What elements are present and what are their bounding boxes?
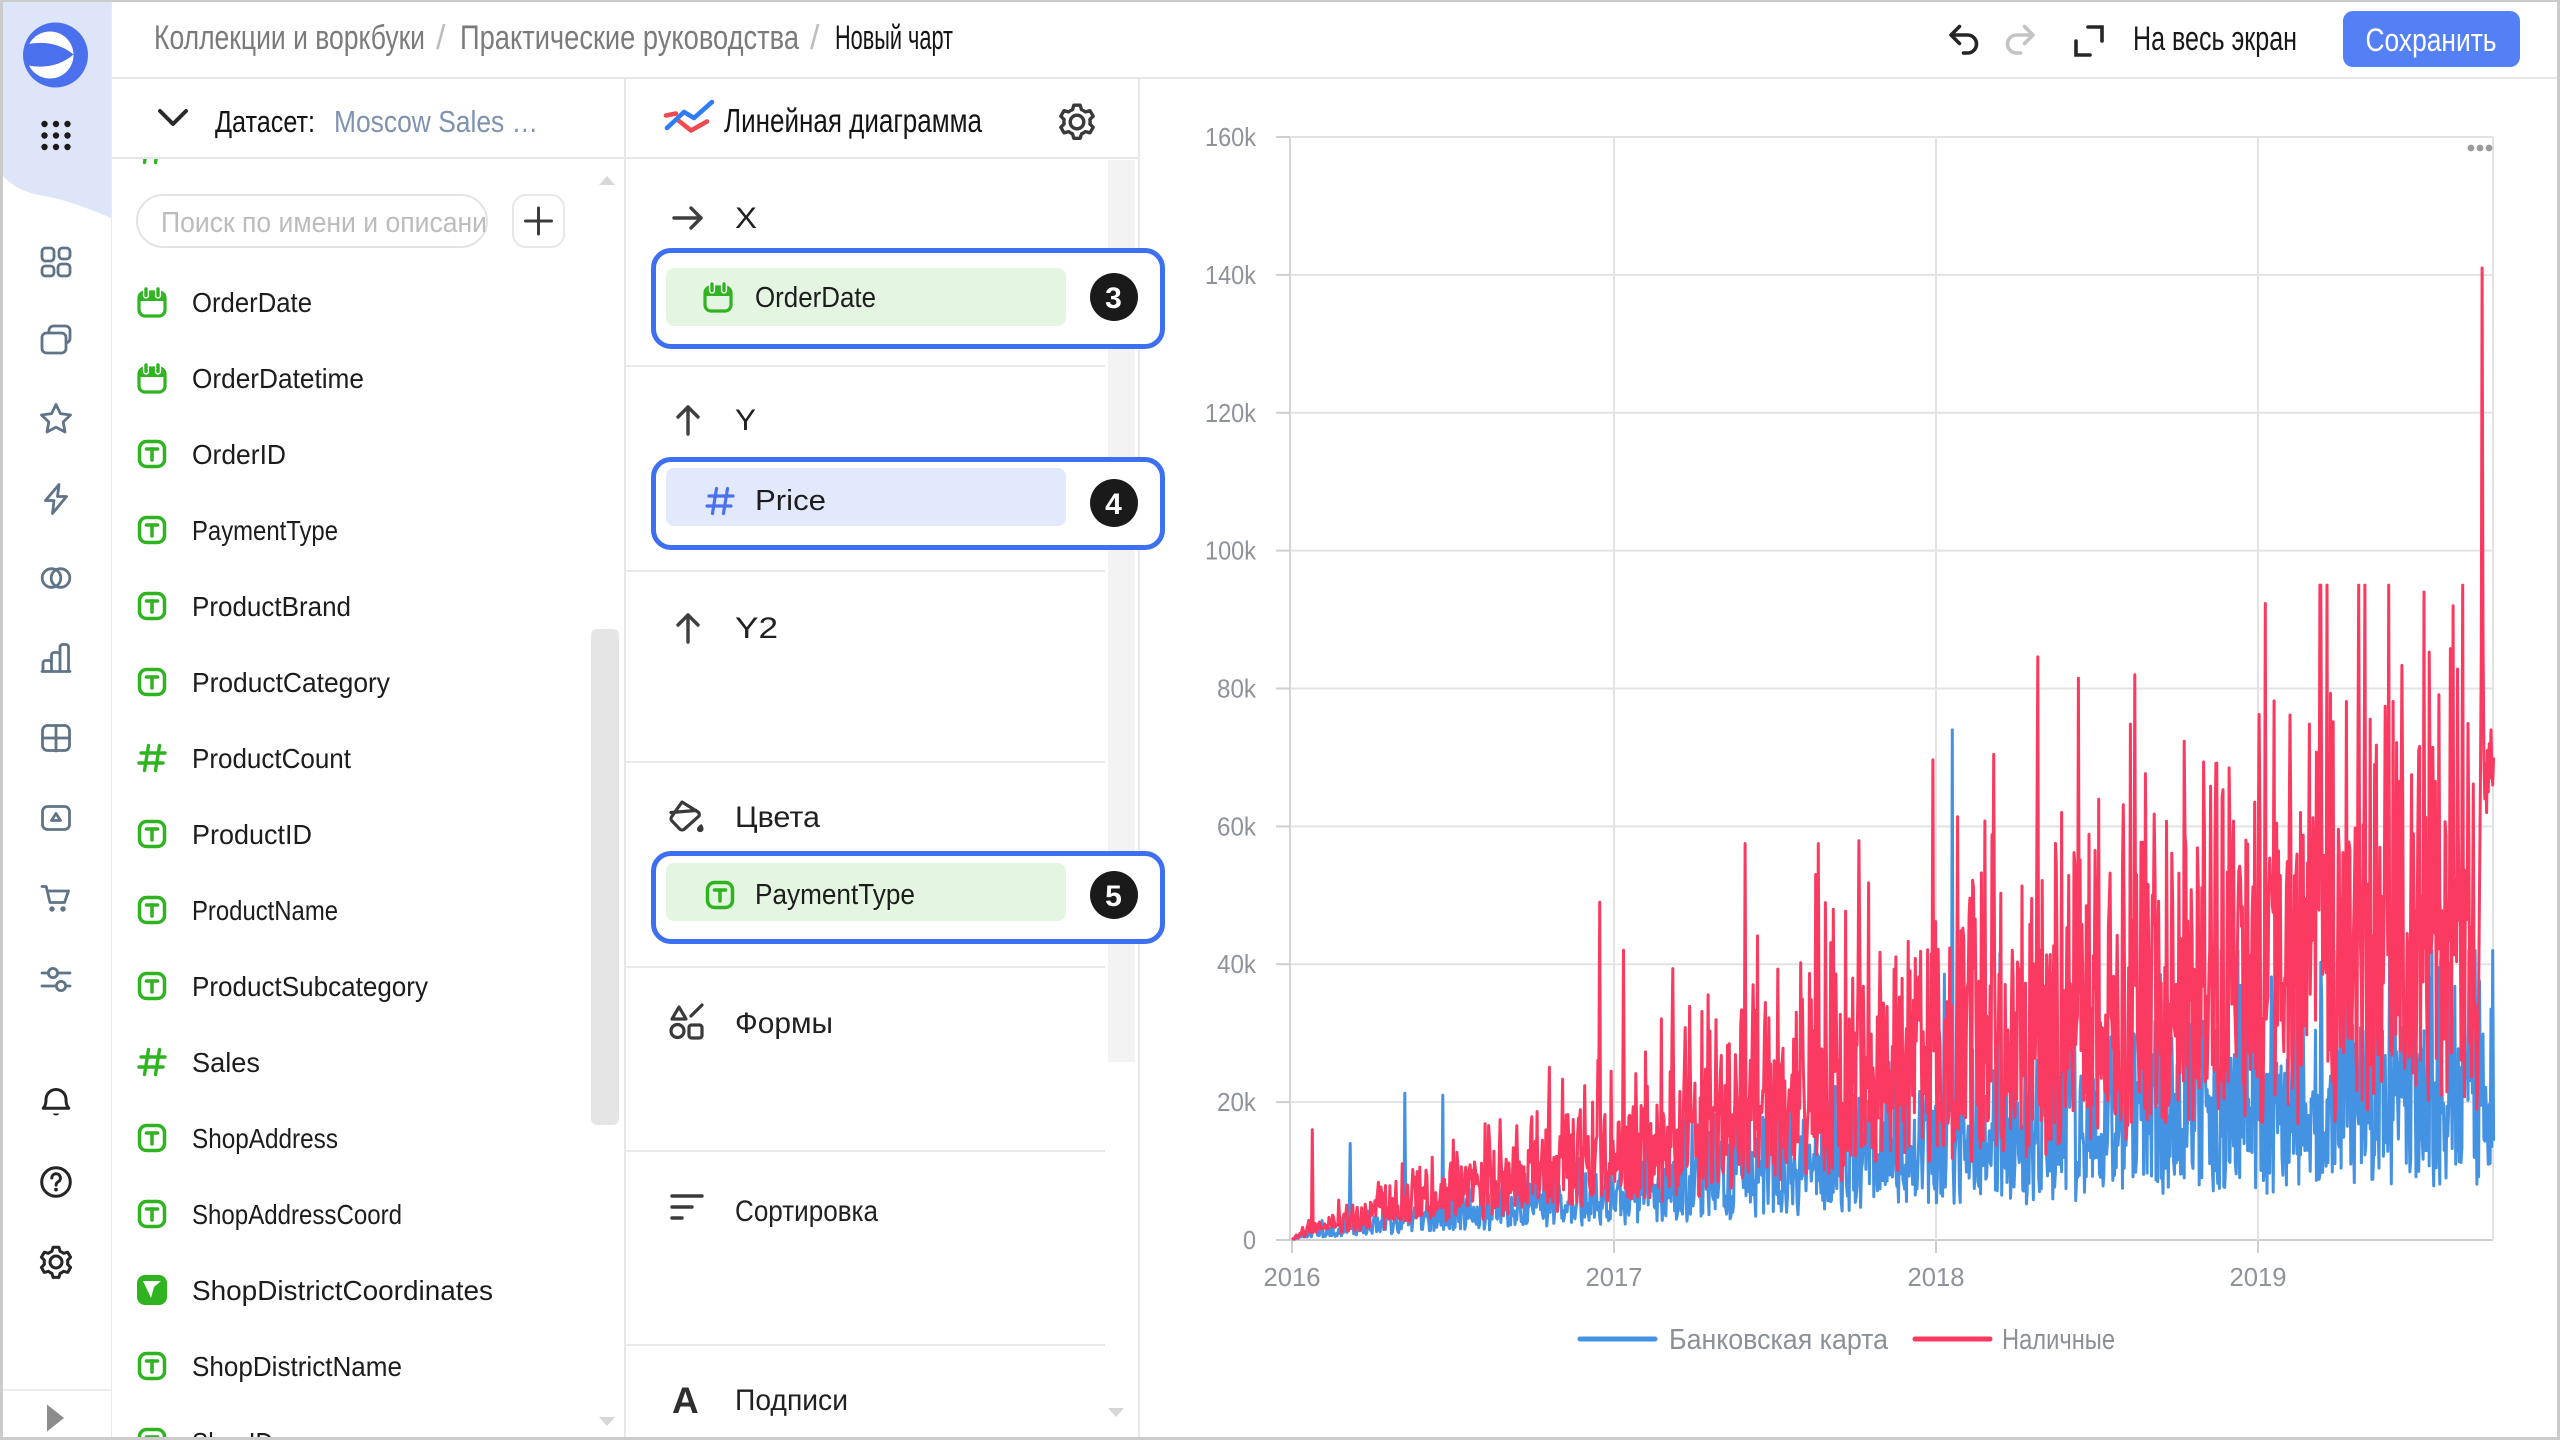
svg-text:/: / (436, 19, 446, 57)
svg-text:2016: 2016 (1264, 1262, 1321, 1292)
svg-text:Сохранить: Сохранить (2366, 22, 2497, 58)
svg-text:ProductBrand: ProductBrand (192, 591, 351, 622)
svg-text:На весь экран: На весь экран (2133, 20, 2297, 58)
svg-text:100k: 100k (1205, 536, 1257, 566)
svg-text:Сортировка: Сортировка (735, 1195, 878, 1228)
svg-text:ProductCount: ProductCount (192, 743, 351, 774)
svg-text:Банковская карта: Банковская карта (1669, 1324, 1889, 1356)
svg-text:ShopDistrictCoordinates: ShopDistrictCoordinates (192, 1275, 493, 1306)
svg-text:2019: 2019 (2230, 1262, 2287, 1292)
svg-text:ProductName: ProductName (192, 895, 338, 926)
svg-text:2017: 2017 (1586, 1262, 1643, 1292)
svg-text:40k: 40k (1217, 949, 1257, 979)
svg-text:OrderDate: OrderDate (755, 282, 876, 314)
svg-text:80k: 80k (1217, 674, 1257, 704)
svg-text:OrderID: OrderID (192, 439, 286, 470)
svg-text:Подписи: Подписи (735, 1384, 848, 1417)
svg-text:5: 5 (1105, 880, 1122, 913)
svg-text:Датасет:: Датасет: (215, 104, 315, 139)
svg-text:20k: 20k (1217, 1087, 1257, 1117)
svg-text:120k: 120k (1205, 398, 1257, 428)
svg-text:Практические руководства: Практические руководства (460, 19, 799, 57)
svg-text:PaymentType: PaymentType (192, 515, 338, 546)
svg-text:Y2: Y2 (735, 612, 778, 645)
svg-text:3: 3 (1105, 282, 1122, 315)
svg-text:ShopDistrictName: ShopDistrictName (192, 1351, 402, 1382)
svg-text:Наличные: Наличные (2002, 1324, 2115, 1356)
svg-text:OrderDatetime: OrderDatetime (192, 363, 364, 394)
svg-text:PaymentType: PaymentType (755, 879, 915, 911)
svg-text:Коллекции и воркбуки: Коллекции и воркбуки (154, 19, 425, 57)
svg-text:Moscow Sales …: Moscow Sales … (334, 104, 538, 139)
svg-text:A: A (672, 1380, 699, 1421)
svg-text:ShopID: ShopID (192, 1427, 273, 1437)
svg-text:Формы: Формы (735, 1007, 833, 1040)
svg-text:/: / (810, 19, 820, 57)
svg-text:4: 4 (1105, 488, 1122, 521)
svg-text:Sales: Sales (192, 1047, 260, 1078)
svg-text:X: X (735, 202, 757, 235)
svg-text:Линейная диаграмма: Линейная диаграмма (724, 102, 983, 139)
svg-text:ShopAddressCoord: ShopAddressCoord (192, 1199, 402, 1230)
svg-text:Новый чарт: Новый чарт (835, 19, 953, 57)
svg-text:Поиск по имени и описани: Поиск по имени и описани (161, 207, 487, 239)
svg-text:ProductID: ProductID (192, 819, 312, 850)
svg-text:ProductCategory: ProductCategory (192, 667, 390, 698)
svg-text:160k: 160k (1205, 122, 1257, 152)
svg-text:0: 0 (1243, 1225, 1256, 1255)
svg-text:ProductSubcategory: ProductSubcategory (192, 971, 428, 1002)
svg-text:Цвета: Цвета (735, 801, 820, 834)
svg-text:140k: 140k (1205, 260, 1257, 290)
svg-text:Price: Price (755, 485, 826, 517)
svg-text:OrderDate: OrderDate (192, 287, 312, 318)
svg-text:Y: Y (735, 404, 756, 437)
svg-text:ShopAddress: ShopAddress (192, 1123, 338, 1154)
svg-text:60k: 60k (1217, 811, 1257, 841)
svg-text:2018: 2018 (1908, 1262, 1965, 1292)
